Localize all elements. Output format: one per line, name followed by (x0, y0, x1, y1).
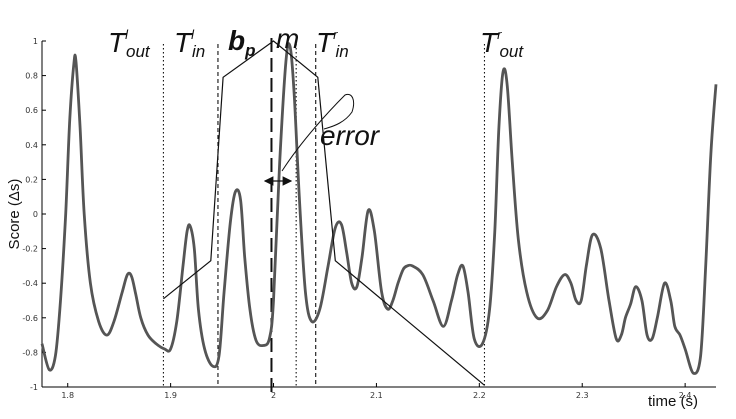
y-tick-label: -0.2 (22, 245, 38, 254)
y-tick-label: 1 (33, 37, 38, 46)
x-tick-label: 2.2 (473, 391, 486, 400)
bp-sub: p (244, 41, 255, 60)
score-series-line (40, 42, 718, 375)
t-out-right-sub: out (499, 42, 524, 61)
y-tick-label: -0.8 (22, 348, 38, 357)
t-out-left-main: T (108, 27, 127, 58)
t-in-left-sup: l (191, 27, 195, 42)
t-in-left-main: T (174, 27, 193, 58)
t-out-right-label: Tr out (480, 27, 524, 61)
threshold-lines (162, 38, 486, 393)
y-tick-label: 0.2 (25, 175, 38, 184)
t-in-right-main: T (316, 27, 335, 58)
y-tick-label: -1 (30, 383, 38, 392)
plot-area (42, 41, 716, 387)
t-in-right-label: Tr in (316, 27, 349, 61)
bp-label: bp (228, 25, 256, 60)
t-in-left-sub: in (192, 42, 205, 61)
t-out-left-sub: out (126, 42, 151, 61)
y-tick-label: -0.6 (22, 314, 38, 323)
x-tick-label: 2.4 (679, 391, 692, 400)
x-tick-label: 2.1 (370, 391, 383, 400)
x-tick-label: 1.8 (61, 391, 74, 400)
y-tick-label: 0.8 (25, 72, 38, 81)
t-in-right-sup: r (333, 27, 338, 42)
y-axis-ticks: 1 0.8 0.6 0.4 0.2 0 -0.2 -0.4 -0.6 -0.8 -1 (22, 37, 46, 392)
t-out-right-sup: r (497, 27, 502, 42)
trapezoid-model-line (163, 40, 485, 386)
t-out-left-label: Tl out (108, 27, 151, 61)
x-tick-label: 2 (271, 391, 276, 400)
x-axis-ticks: 1.8 1.9 2 2.1 2.2 2.3 2.4 (61, 383, 691, 400)
bp-main: b (228, 25, 245, 56)
x-axis-title: time (s) (648, 393, 698, 410)
t-out-right-main: T (480, 27, 499, 58)
y-axis-title: Score (Δs) (6, 179, 23, 250)
error-annotation: error (320, 120, 381, 151)
x-tick-label: 2.3 (576, 391, 589, 400)
t-out-left-sup: l (125, 27, 129, 42)
y-tick-label: 0 (33, 210, 38, 219)
y-tick-label: 0.4 (25, 141, 38, 150)
y-tick-label: 0.6 (25, 106, 38, 115)
error-callout-curve (281, 93, 355, 172)
m-label: m (276, 23, 299, 54)
t-in-right-sub: in (335, 42, 348, 61)
y-tick-label: -0.4 (22, 279, 38, 288)
t-in-left-label: Tl in (174, 27, 205, 61)
x-tick-label: 1.9 (164, 391, 177, 400)
